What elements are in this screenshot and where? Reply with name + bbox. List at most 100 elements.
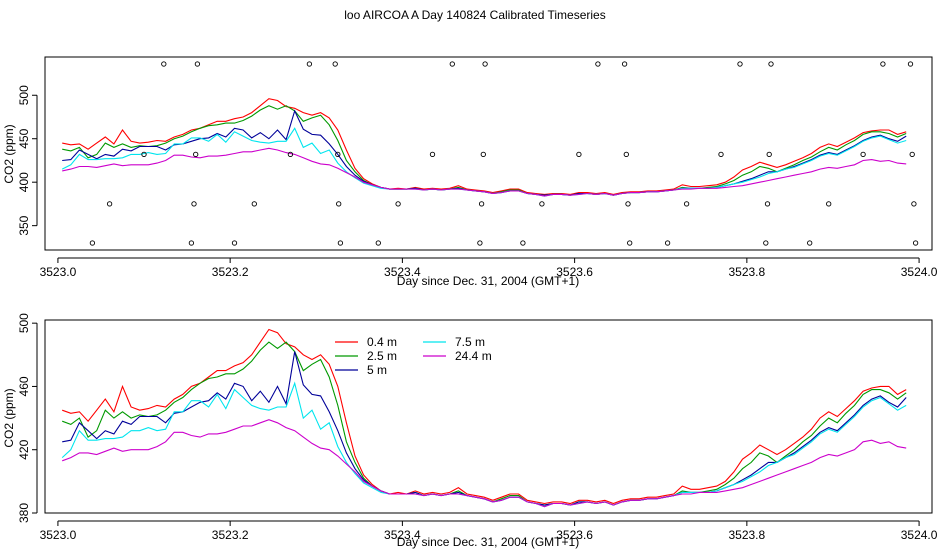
- point-marker: [912, 240, 919, 246]
- point-marker: [826, 201, 832, 207]
- y-tick-label: 500: [17, 85, 31, 105]
- point-marker: [807, 240, 813, 246]
- point-marker: [332, 61, 338, 67]
- series-line-2: [62, 351, 907, 506]
- legend-label-1: 2.5 m: [367, 349, 397, 363]
- x-tick-label: 3523.2: [212, 265, 249, 279]
- point-marker: [664, 240, 671, 246]
- point-marker: [480, 151, 486, 158]
- x-tick-label: 3524.0: [901, 528, 938, 542]
- y-axis-label-top: CO2 (ppm): [2, 124, 16, 183]
- series-line-4: [62, 419, 907, 508]
- point-marker: [106, 201, 113, 207]
- x-tick-label: 3524.0: [901, 265, 938, 279]
- x-axis-label-bottom: Day since Dec. 31, 2004 (GMT+1): [397, 535, 579, 549]
- point-marker: [880, 61, 886, 67]
- point-marker: [621, 61, 628, 67]
- x-tick-label: 3523.8: [728, 265, 765, 279]
- x-axis-top: 3523.0 3523.2 3523.4 3523.6 3523.8 3524.0: [40, 257, 938, 279]
- x-tick-label: 3523.4: [384, 265, 421, 279]
- point-marker: [520, 240, 526, 246]
- series-line-1: [62, 105, 907, 196]
- x-axis-bottom: 3523.0 3523.2 3523.4 3523.6 3523.8 3524.0: [40, 520, 938, 542]
- point-marker: [306, 61, 313, 67]
- x-tick-label: 3523.6: [556, 528, 593, 542]
- point-marker: [375, 240, 381, 246]
- point-marker: [231, 240, 238, 246]
- point-marker: [193, 151, 199, 158]
- point-marker: [89, 240, 96, 246]
- point-marker: [251, 201, 257, 207]
- legend-label-3: 7.5 m: [455, 335, 485, 349]
- point-marker: [860, 151, 866, 158]
- series-line-1: [62, 341, 907, 506]
- x-tick-label: 3523.0: [40, 265, 77, 279]
- point-marker: [764, 201, 771, 207]
- x-tick-label: 3523.0: [40, 528, 77, 542]
- point-marker: [141, 151, 147, 158]
- point-marker: [429, 151, 436, 158]
- y-tick-label: 450: [17, 128, 31, 148]
- y-tick-label: 380: [17, 503, 31, 523]
- series-line-3: [61, 381, 907, 508]
- series-line-4: [62, 147, 907, 197]
- series-lines-bottom: [61, 328, 907, 508]
- point-marker: [335, 151, 341, 158]
- x-tick-label: 3523.8: [728, 528, 765, 542]
- legend-label-2: 5 m: [367, 363, 387, 377]
- point-marker: [768, 61, 774, 67]
- point-marker: [907, 61, 914, 67]
- y-tick-label: 460: [17, 376, 31, 396]
- point-marker: [482, 61, 488, 67]
- point-marker: [539, 201, 545, 207]
- y-axis-top: 350 400 450 500: [17, 85, 38, 236]
- x-tick-label: 3523.6: [556, 265, 593, 279]
- y-axis-bottom: 380 420 460 500: [17, 313, 38, 523]
- x-tick-label: 3523.4: [384, 528, 421, 542]
- point-marker: [625, 201, 631, 207]
- series-line-2: [62, 109, 907, 196]
- point-marker: [337, 240, 344, 246]
- point-marker: [161, 61, 167, 67]
- point-marker: [188, 240, 195, 246]
- point-marker: [763, 240, 769, 246]
- point-marker: [194, 61, 201, 67]
- series-lines-top: [61, 98, 907, 197]
- point-marker: [449, 61, 455, 67]
- y-tick-label: 400: [17, 172, 31, 192]
- point-marker: [287, 151, 294, 158]
- point-marker: [477, 240, 483, 246]
- point-marker: [395, 201, 401, 207]
- point-marker: [718, 151, 724, 158]
- plot-frame-top: [44, 56, 933, 251]
- point-marker: [909, 151, 915, 158]
- point-marker: [595, 61, 601, 67]
- x-tick-label: 3523.2: [212, 528, 249, 542]
- point-marker: [627, 240, 633, 246]
- legend: 0.4 m 2.5 m 5 m 7.5 m 24.4 m: [335, 335, 492, 377]
- y-axis-label-bottom: CO2 (ppm): [2, 388, 16, 447]
- point-marker: [683, 201, 690, 207]
- point-marker: [911, 201, 917, 207]
- y-tick-label: 420: [17, 439, 31, 459]
- point-marker: [191, 201, 197, 207]
- figure-title: loo AIRCOA A Day 140824 Calibrated Times…: [344, 8, 605, 22]
- point-markers-top: [89, 61, 919, 246]
- series-line-3: [61, 127, 907, 197]
- y-tick-label: 500: [17, 313, 31, 333]
- point-marker: [336, 201, 342, 207]
- legend-label-4: 24.4 m: [455, 349, 492, 363]
- point-marker: [623, 151, 629, 158]
- point-marker: [478, 201, 485, 207]
- point-marker: [766, 151, 772, 158]
- plot-frame-bottom: [44, 319, 933, 514]
- legend-label-0: 0.4 m: [367, 335, 397, 349]
- panel-top: 3523.0 3523.2 3523.4 3523.6 3523.8 3524.0 350…: [2, 56, 938, 288]
- series-line-0: [62, 98, 907, 195]
- point-marker: [737, 61, 743, 67]
- y-tick-label: 350: [17, 215, 31, 235]
- panel-bottom: 3523.0 3523.2 3523.4 3523.6 3523.8 3524.0 380…: [2, 313, 938, 549]
- x-axis-label-top: Day since Dec. 31, 2004 (GMT+1): [397, 274, 579, 288]
- point-marker: [576, 151, 582, 158]
